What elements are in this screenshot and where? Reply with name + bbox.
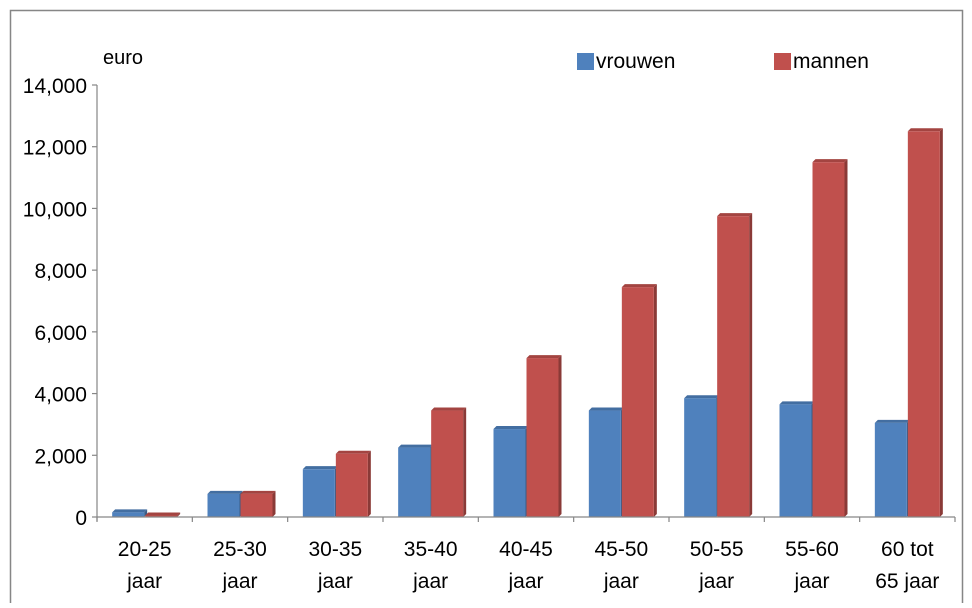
chart-border [9,9,964,603]
x-tick-label: 20-25 jaar [118,538,172,593]
bar-mannen [717,213,753,517]
bar-vrouwen [779,401,815,517]
y-tick-label: 8,000 [34,260,87,283]
y-tick-label: 0 [75,507,87,530]
y-tick-label: 10,000 [23,198,87,221]
bar-mannen [335,450,371,517]
y-tick-label: 4,000 [34,384,87,407]
bar-mannen [526,355,562,517]
x-tick-label: 50-55 jaar [690,538,744,593]
bar-mannen [907,128,943,518]
bar-mannen [431,407,467,517]
bar-vrouwen [588,407,624,517]
legend-swatch-vrouwen [577,53,594,70]
bar-mannen [240,490,276,517]
x-tick-label: 45-50 jaar [594,538,648,593]
bar-vrouwen [874,419,910,517]
bar-vrouwen [207,490,243,517]
x-axis: 20-25 jaar 25-30 jaar 30-35 jaar 35-40 jaar 40-4… [96,516,956,593]
legend-label-vrouwen: vrouwen [596,50,675,73]
legend-label-mannen: mannen [793,50,869,73]
bar-mannen [812,159,848,517]
legend-swatch-mannen [774,53,791,70]
y-tick-label: 14,000 [23,75,87,98]
y-tick-label: 12,000 [23,137,87,160]
x-tick-label: 30-35 jaar [308,538,362,593]
bar-mannen [145,512,181,517]
bar-vrouwen [398,444,434,517]
bar-vrouwen [493,426,529,517]
bar-vrouwen [112,509,148,517]
bar-series [112,128,943,518]
y-axis: 0 2,000 4,000 6,000 8,000 10,000 12,000 14,000 [23,75,98,530]
x-tick-label: 55-60 jaar [785,538,839,593]
x-tick-label: 25-30 jaar [213,538,267,593]
x-tick-label: 40-45 jaar [499,538,553,593]
bar-mannen [621,284,657,517]
legend: vrouwen mannen [577,50,869,73]
x-tick-label: 60 tot 65 jaar [875,538,939,593]
x-tick-label: 35-40 jaar [404,538,458,593]
y-tick-label: 2,000 [34,445,87,468]
bar-vrouwen [684,395,720,517]
bar-vrouwen [302,466,338,517]
unit-label: euro [103,47,143,69]
y-tick-label: 6,000 [34,322,87,345]
